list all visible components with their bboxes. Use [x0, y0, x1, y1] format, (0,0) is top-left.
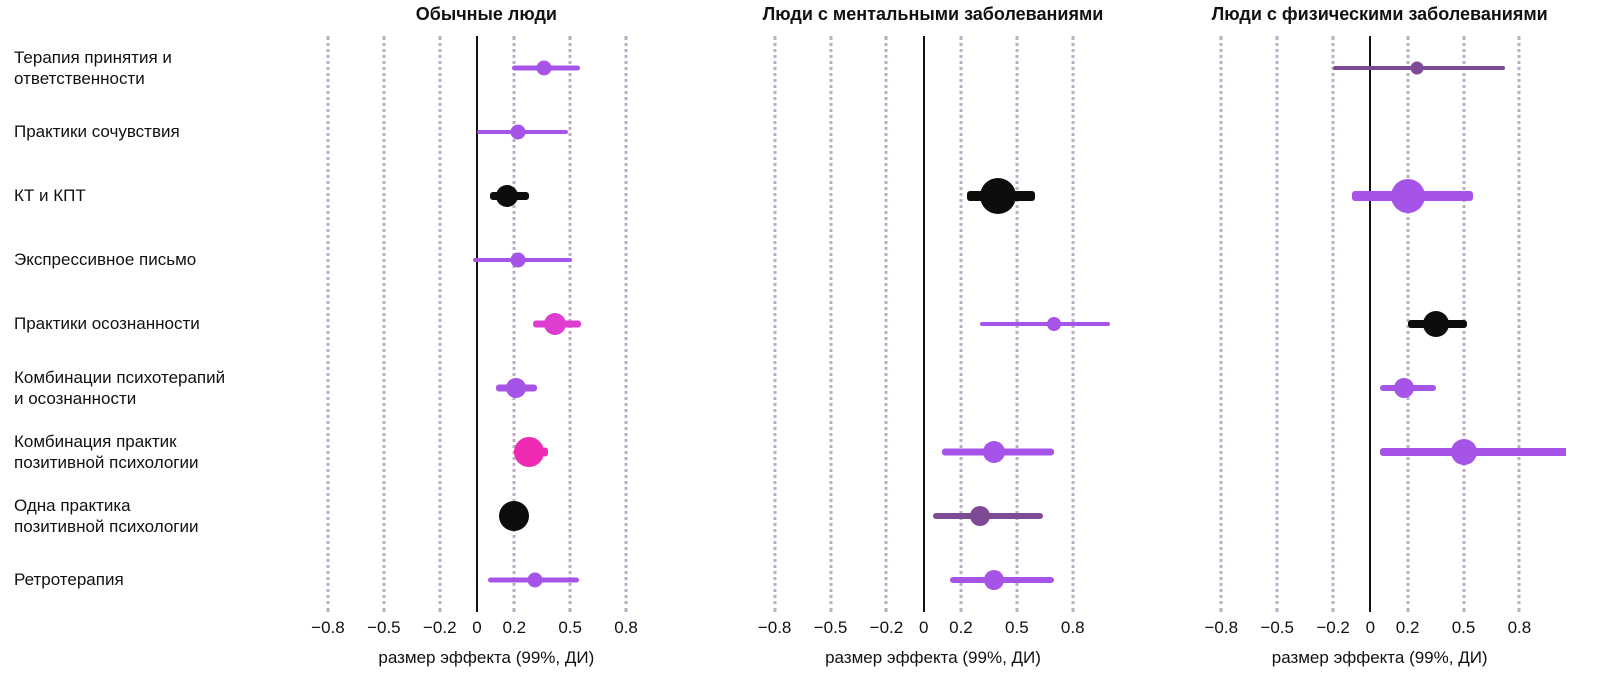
- panel-2: Люди с физическими заболеваниями −0.8 −0.5…: [1193, 0, 1567, 696]
- gridline: [326, 36, 330, 612]
- gridline: [624, 36, 628, 612]
- x-tick-label: −0.2: [422, 618, 457, 637]
- effect-size-dot: [536, 60, 552, 76]
- x-tick-label: −0.5: [1260, 618, 1294, 637]
- x-axis-title-1: размер эффекта (99%, ДИ): [825, 648, 1041, 667]
- x-tick-label: 0.5: [1005, 618, 1029, 637]
- gridline: [1517, 36, 1521, 612]
- category-label-text: Экспрессивное письмо: [14, 250, 197, 270]
- panel-title-2: Люди с физическими заболеваниями: [1211, 4, 1548, 24]
- category-label-0: Терапия принятия и ответственности: [14, 36, 300, 100]
- zero-axis-line: [1369, 36, 1372, 612]
- panel-title-1: Люди с ментальными заболеваниями: [762, 4, 1104, 24]
- x-tick-label: 0: [1365, 618, 1376, 637]
- panel-title-0: Обычные люди: [415, 4, 557, 24]
- category-label-text: Практики сочувствия: [14, 122, 180, 142]
- category-label-text: Комбинация практик позитивной психологии: [14, 431, 199, 472]
- effect-size-dot: [527, 572, 543, 588]
- effect-size-dot: [514, 437, 545, 467]
- effect-size-dot: [1393, 378, 1414, 398]
- effect-size-dot: [1422, 311, 1449, 337]
- category-label-4: Практики осознанности: [14, 292, 300, 356]
- effect-size-dot: [499, 501, 530, 531]
- effect-size-dot: [984, 570, 1005, 590]
- x-axis-ticks-1: −0.8 −0.5 −0.2 0 0.2 0.5 0.8: [747, 616, 1120, 646]
- gridline: [829, 36, 833, 612]
- x-tick-label: −0.5: [367, 618, 401, 637]
- x-axis-title-2: размер эффекта (99%, ДИ): [1271, 648, 1488, 667]
- gridline: [438, 36, 442, 612]
- gridline: [959, 36, 963, 612]
- effect-size-dot: [544, 313, 567, 335]
- panel-1: Люди с ментальными заболеваниями −0.8 −0.5…: [747, 0, 1120, 696]
- x-tick-label: 0: [918, 618, 929, 637]
- x-tick-label: 0.8: [1507, 618, 1532, 637]
- effect-size-dot: [1047, 317, 1062, 331]
- gridline: [512, 36, 516, 612]
- effect-size-dot: [969, 506, 990, 526]
- effect-size-dot: [980, 178, 1017, 214]
- x-tick-label: 0.8: [614, 618, 638, 637]
- confidence-interval: [979, 322, 1110, 326]
- category-label-8: Ретротерапия: [14, 548, 300, 612]
- category-label-text: Терапия принятия и ответственности: [14, 47, 172, 88]
- x-tick-label: 0: [472, 618, 482, 637]
- category-label-1: Практики сочувствия: [14, 100, 300, 164]
- x-tick-label: 0.5: [1451, 618, 1476, 637]
- category-labels-column: Терапия принятия и ответственности Практи…: [0, 0, 300, 696]
- gridline: [884, 36, 888, 612]
- effect-size-dot: [1390, 179, 1425, 213]
- x-tick-label: 0.5: [558, 618, 582, 637]
- x-tick-label: 0.2: [502, 618, 527, 637]
- x-tick-label: −0.8: [1204, 618, 1239, 637]
- effect-size-dot: [983, 441, 1006, 463]
- category-label-text: Ретротерапия: [14, 570, 124, 590]
- effect-size-dot: [510, 124, 526, 140]
- gridline: [1219, 36, 1223, 612]
- x-axis-title-0: размер эффекта (99%, ДИ): [378, 648, 595, 667]
- x-tick-label: −0.5: [813, 618, 848, 637]
- zero-axis-line: [476, 36, 479, 612]
- plot-area-0: [300, 36, 673, 612]
- x-tick-label: 0.2: [949, 618, 973, 637]
- x-tick-label: −0.8: [311, 618, 345, 637]
- category-label-5: Комбинации психотерапий и осознанности: [14, 356, 300, 420]
- effect-size-dot: [1410, 61, 1424, 75]
- gridline: [773, 36, 777, 612]
- x-axis-ticks-0: −0.8 −0.5 −0.2 0 0.2 0.5 0.8: [300, 616, 673, 646]
- category-label-6: Комбинация практик позитивной психологии: [14, 420, 300, 484]
- category-label-text: Комбинации психотерапий и осознанности: [14, 367, 226, 408]
- gridline: [1275, 36, 1279, 612]
- category-label-2: КТ и КПТ: [14, 164, 300, 228]
- gridline: [382, 36, 386, 612]
- x-axis-ticks-2: −0.8 −0.5 −0.2 0 0.2 0.5 0.8: [1193, 616, 1566, 646]
- category-label-text: КТ и КПТ: [14, 186, 86, 206]
- effect-size-dot: [495, 185, 518, 207]
- effect-size-dot: [506, 378, 527, 398]
- plot-area-1: [747, 36, 1120, 612]
- x-tick-label: −0.8: [757, 618, 792, 637]
- x-tick-label: 0.2: [1395, 618, 1420, 637]
- x-tick-label: 0.8: [1060, 618, 1085, 637]
- category-label-text: Одна практика позитивной психологии: [14, 495, 199, 536]
- category-label-3: Экспрессивное письмо: [14, 228, 300, 292]
- category-label-text: Практики осознанности: [14, 314, 200, 334]
- panels-row: Обычные люди −0.8 −0.5 −0.2 0 0.2 0.5 0.8 размер…: [300, 0, 1600, 696]
- category-label-7: Одна практика позитивной психологии: [14, 484, 300, 548]
- plot-area-2: [1193, 36, 1567, 612]
- zero-axis-line: [922, 36, 925, 612]
- panel-0: Обычные люди −0.8 −0.5 −0.2 0 0.2 0.5 0.8 размер…: [300, 0, 673, 696]
- x-tick-label: −0.2: [1316, 618, 1350, 637]
- effect-size-dot: [1450, 439, 1477, 465]
- gridline: [1331, 36, 1335, 612]
- x-tick-label: −0.2: [869, 618, 904, 637]
- effect-size-dot: [510, 252, 526, 268]
